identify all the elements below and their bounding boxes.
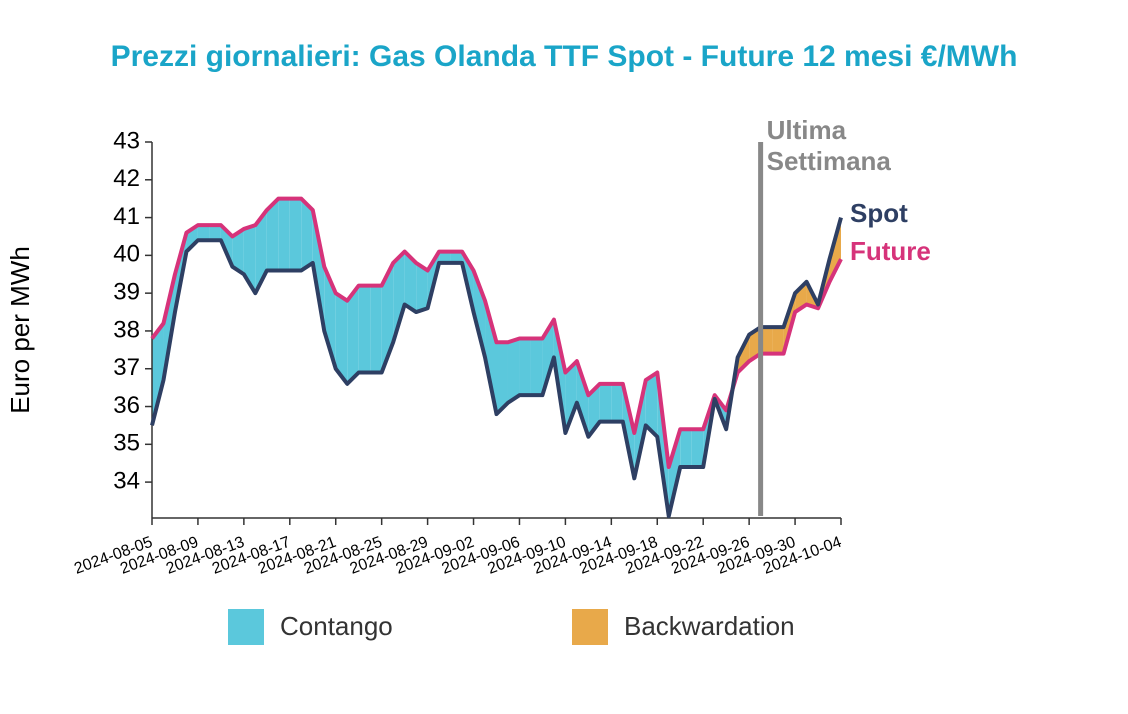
y-tick-label: 35 (113, 430, 140, 457)
spread-area (611, 383, 623, 422)
spread-area (542, 319, 554, 396)
spread-area (760, 327, 773, 354)
spread-area (404, 251, 417, 313)
y-axis-label: Euro per MWh (5, 246, 35, 414)
marker-label: Ultima (767, 115, 847, 145)
spread-area (324, 266, 336, 369)
y-tick-label: 34 (113, 467, 140, 494)
spread-area (278, 198, 290, 271)
y-tick-label: 39 (113, 278, 140, 305)
series-end-label: Future (850, 236, 931, 266)
series-line (150, 217, 843, 519)
spread-area (565, 361, 577, 433)
spread-area (507, 338, 520, 403)
spread-area (645, 372, 658, 437)
series-end-label: Spot (850, 198, 908, 228)
spread-area (301, 198, 313, 271)
legend-swatch (228, 609, 264, 645)
spread-area (450, 251, 463, 263)
y-tick-label: 42 (113, 165, 140, 192)
spread-area (197, 225, 210, 241)
y-tick-label: 41 (113, 203, 140, 230)
spread-area (576, 361, 589, 437)
y-tick-label: 36 (113, 392, 140, 419)
series-line (150, 196, 843, 469)
spread-area (668, 429, 681, 517)
spread-area (634, 380, 646, 479)
spread-area (772, 327, 784, 354)
spread-area (266, 198, 279, 271)
legend-label: Backwardation (624, 611, 795, 641)
spread-area (530, 338, 543, 396)
spread-area (152, 323, 164, 426)
spread-area (519, 338, 531, 396)
spread-area (496, 342, 508, 415)
spread-area (232, 228, 244, 275)
spread-area (749, 327, 761, 362)
spread-area (439, 251, 451, 263)
spread-area (680, 429, 692, 467)
spread-area (289, 198, 302, 271)
legend-label: Contango (280, 611, 393, 641)
spread-area (691, 429, 704, 467)
spread-area (473, 270, 486, 358)
spread-area (393, 251, 405, 343)
chart-title: Prezzi giornalieri: Gas Olanda TTF Spot … (111, 40, 1018, 73)
y-tick-label: 38 (113, 316, 140, 343)
spread-area (358, 285, 371, 373)
y-tick-label: 37 (113, 354, 140, 381)
y-tick-label: 40 (113, 241, 140, 268)
legend-swatch (572, 609, 608, 645)
marker-label: Settimana (767, 146, 892, 176)
spread-area (416, 262, 428, 313)
y-tick-label: 43 (113, 127, 140, 154)
spread-area (335, 293, 348, 384)
spread-area (485, 300, 497, 415)
spread-area (599, 383, 612, 422)
spread-area (312, 210, 325, 331)
spread-area (347, 285, 359, 384)
spread-area (370, 285, 382, 373)
spread-area (209, 225, 221, 241)
